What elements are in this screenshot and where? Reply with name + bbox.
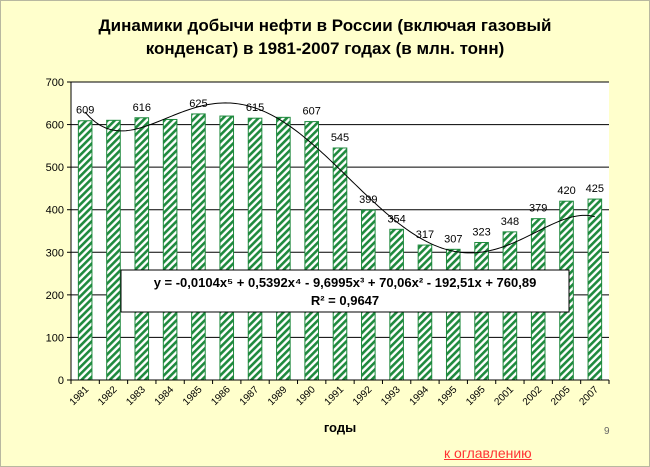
table-of-contents-link[interactable]: к оглавлению (444, 445, 532, 461)
data-label: 625 (189, 98, 207, 110)
bar (134, 117, 150, 381)
data-label: 307 (444, 233, 462, 245)
y-tick-label: 600 (46, 120, 64, 132)
trendline (84, 102, 595, 254)
x-tick-label: 1989 (266, 384, 290, 408)
y-tick-label: 200 (46, 290, 64, 302)
data-label: 317 (416, 229, 434, 241)
x-tick-label: 1993 (379, 384, 403, 408)
x-tick-label: 1995 (436, 384, 460, 408)
data-label: 609 (76, 105, 94, 117)
x-tick-label: 2001 (493, 384, 517, 408)
data-label: 545 (331, 132, 349, 144)
x-tick-label: 1992 (351, 384, 375, 408)
x-tick-label: 1986 (209, 384, 233, 408)
chart-title-line-2: конденсат) в 1981-2007 годах (в млн. тон… (145, 39, 505, 58)
x-tick-label: 1991 (323, 384, 347, 408)
bar (106, 119, 121, 381)
bar (162, 118, 178, 381)
x-tick-label: 1982 (96, 384, 120, 408)
x-axis-title: годы (324, 420, 356, 435)
x-tick-label: 1995 (464, 384, 488, 408)
bar (247, 117, 263, 381)
y-tick-label: 0 (58, 375, 64, 387)
bar (445, 248, 461, 381)
data-label: 348 (501, 216, 519, 228)
x-tick-label: 1984 (153, 384, 177, 408)
data-label: 399 (359, 194, 377, 206)
trendline-r-squared: R² = 0,9647 (311, 293, 379, 308)
bar (77, 120, 93, 381)
bar (219, 115, 235, 381)
x-tick-label: 1985 (181, 384, 205, 408)
bar (276, 116, 291, 381)
chart-title: Динамики добычи нефти в России (включая … (40, 14, 610, 60)
bar (191, 113, 206, 381)
trendline-equation-box (120, 269, 570, 313)
x-tick-label: 1990 (294, 384, 318, 408)
y-tick-label: 500 (46, 162, 64, 174)
y-tick-label: 300 (46, 247, 64, 259)
x-tick-label: 1981 (68, 384, 92, 408)
y-tick-label: 700 (46, 77, 64, 89)
data-label: 323 (472, 226, 490, 238)
data-label: 425 (586, 183, 604, 195)
bar (587, 198, 603, 381)
page-number: 9 (604, 426, 610, 437)
x-tick-label: 1987 (238, 384, 262, 408)
y-tick-label: 100 (46, 332, 64, 344)
trendline-equation: y = -0,0104x⁵ + 0,5392x⁴ - 9,6995x³ + 70… (154, 275, 537, 290)
x-tick-label: 2002 (521, 384, 545, 408)
chart-title-line-1: Динамики добычи нефти в России (включая … (98, 16, 552, 35)
data-label: 607 (303, 106, 321, 118)
bar (417, 244, 433, 381)
data-label: 420 (557, 185, 575, 197)
x-tick-label: 1994 (408, 384, 432, 408)
data-label: 354 (387, 213, 405, 225)
bar (304, 121, 319, 381)
y-tick-label: 400 (46, 205, 64, 217)
data-label: 615 (246, 102, 264, 114)
data-label: 379 (529, 203, 547, 215)
data-label: 616 (133, 102, 151, 114)
x-tick-label: 2007 (577, 384, 601, 408)
x-tick-label: 2005 (549, 384, 573, 408)
x-tick-label: 1983 (124, 384, 148, 408)
bar (332, 147, 348, 381)
